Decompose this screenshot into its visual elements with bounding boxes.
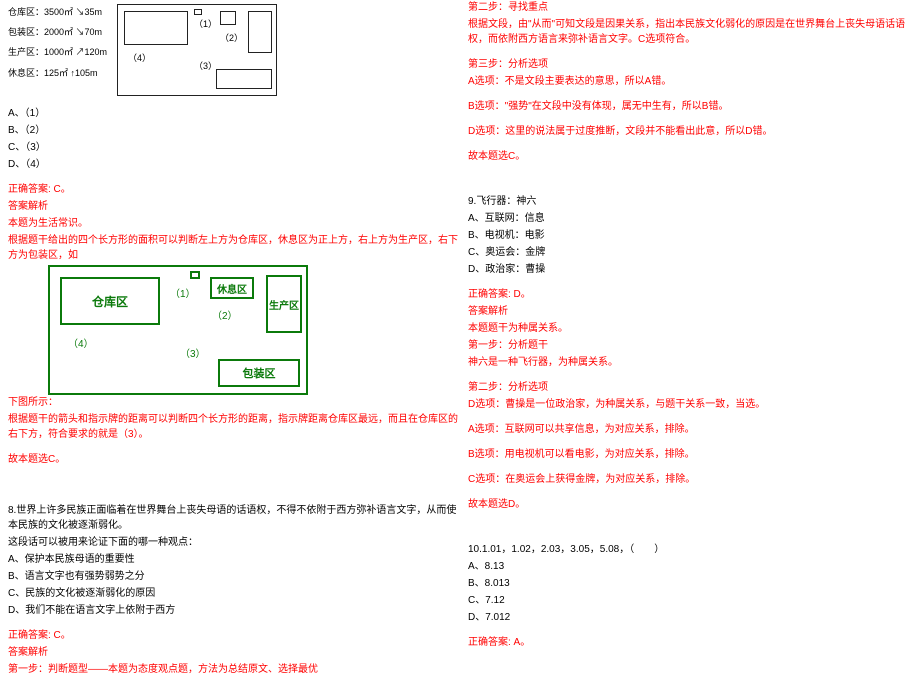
q9-b: B、电视机：电影: [468, 228, 912, 243]
gnum-3: （3）: [180, 345, 206, 360]
q10-a: A、8.13: [468, 559, 912, 574]
q8-b: B、语言文字也有强势弱势之分: [8, 569, 458, 584]
gnum-1: （1）: [170, 285, 196, 300]
rect-warehouse: 仓库区: [60, 277, 160, 325]
q8-c: C、民族的文化被逐渐弱化的原因: [8, 586, 458, 601]
q8-a: A、保护本民族母语的重要性: [8, 552, 458, 567]
option-a: A、（1）: [8, 106, 458, 121]
rect-rest: 休息区: [210, 277, 254, 299]
q9-a: A、互联网：信息: [468, 211, 912, 226]
q8-stem1: 8.世界上许多民族正面临着在世界舞台上丧失母语的话语权，不得不依附于西方弥补语言…: [8, 503, 458, 533]
answer-7-exp: 根据题干给出的四个长方形的面积可以判断左上方为仓库区，休息区为正上方，右上方为生…: [8, 233, 458, 263]
num-3: （3）: [194, 59, 217, 72]
answer-7-type: 本题为生活常识。: [8, 216, 458, 231]
diagram-1: （1） （2） （3） （4）: [117, 4, 277, 96]
q8-step2b: 根据文段，由"从而"可知文段是因果关系，指出本民族文化弱化的原因是在世界舞台上丧…: [468, 17, 912, 47]
option-b: B、（2）: [8, 123, 458, 138]
q8-optB: B选项："强势"在文段中没有体现，属无中生有，所以B错。: [468, 99, 912, 114]
q9-dopt: D选项：曹操是一位政治家，为种属关系，与题干关系一致，当选。: [468, 397, 912, 412]
q8-ansb: 答案解析: [8, 645, 458, 660]
option-d: D、（4）: [8, 157, 458, 172]
below-diagram: 下图所示：: [8, 395, 458, 410]
label-packing: 包装区：2000㎡ ↘70m: [8, 24, 107, 40]
q8-step3: 第三步：分析选项: [468, 57, 912, 72]
q10-c: C、7.12: [468, 593, 912, 608]
q10-b: B、8.013: [468, 576, 912, 591]
label-rest: 休息区：125㎡ ↑105m: [8, 65, 107, 81]
q8-step2: 第二步：寻找重点: [468, 0, 912, 15]
q10-stem: 10.1.01，1.02，2.03，3.05，5.08，（ ）: [468, 542, 912, 557]
q8-optD: D选项：这里的说法属于过度推断，文段并不能看出此意，所以D错。: [468, 124, 912, 139]
q9-s2: 第二步：分析选项: [468, 380, 912, 395]
q9-s1b: 神六是一种飞行器，为种属关系。: [468, 355, 912, 370]
num-2: （2）: [220, 31, 243, 44]
exp-conclusion: 故本题选C。: [8, 452, 458, 467]
q9-s1: 第一步：分析题干: [468, 338, 912, 353]
num-4: （4）: [128, 51, 151, 64]
q10-ans: 正确答案: A。: [468, 635, 912, 650]
q9-ansc: 本题题干为种属关系。: [468, 321, 912, 336]
q9-ans: 正确答案: D。: [468, 287, 912, 302]
exp-distance: 根据题干的箭头和指示牌的距离可以判断四个长方形的距离，指示牌距离仓库区最远，而且…: [8, 412, 458, 442]
gnum-2: （2）: [212, 307, 238, 322]
num-1: （1）: [194, 17, 217, 30]
q9-stem: 9.飞行器：神六: [468, 194, 912, 209]
q8-stem2: 这段话可以被用来论证下面的哪一种观点：: [8, 535, 458, 550]
q9-end: 故本题选D。: [468, 497, 912, 512]
q10-d: D、7.012: [468, 610, 912, 625]
q8-end: 故本题选C。: [468, 149, 912, 164]
area-labels: 仓库区：3500㎡ ↘35m 包装区：2000㎡ ↘70m 生产区：1000㎡ …: [8, 4, 107, 85]
label-warehouse: 仓库区：3500㎡ ↘35m: [8, 4, 107, 20]
q9-d: D、政治家：曹操: [468, 262, 912, 277]
q8-ans: 正确答案: C。: [8, 628, 458, 643]
q9-c: C、奥运会：金牌: [468, 245, 912, 260]
q9-aopt: A选项：互联网可以共享信息，为对应关系，排除。: [468, 422, 912, 437]
answer-7: 正确答案: C。: [8, 182, 458, 197]
gnum-4: （4）: [68, 335, 94, 350]
answer-7-label: 答案解析: [8, 199, 458, 214]
option-c: C、（3）: [8, 140, 458, 155]
rect-packing: 包装区: [218, 359, 300, 387]
rect-production: 生产区: [266, 275, 302, 333]
q8-optA: A选项：不是文段主要表达的意思，所以A错。: [468, 74, 912, 89]
label-production: 生产区：1000㎡ ↗120m: [8, 44, 107, 60]
q9-copt: C选项：在奥运会上获得金牌，为对应关系，排除。: [468, 472, 912, 487]
diagram-2: 仓库区 休息区 生产区 包装区 （1） （2） （3） （4）: [48, 265, 308, 395]
q9-bopt: B选项：用电视机可以看电影，为对应关系，排除。: [468, 447, 912, 462]
q9-ansb: 答案解析: [468, 304, 912, 319]
q8-d: D、我们不能在语言文字上依附于西方: [8, 603, 458, 618]
q8-step1: 第一步：判断题型——本题为态度观点题，方法为总结原文、选择最优: [8, 662, 458, 677]
